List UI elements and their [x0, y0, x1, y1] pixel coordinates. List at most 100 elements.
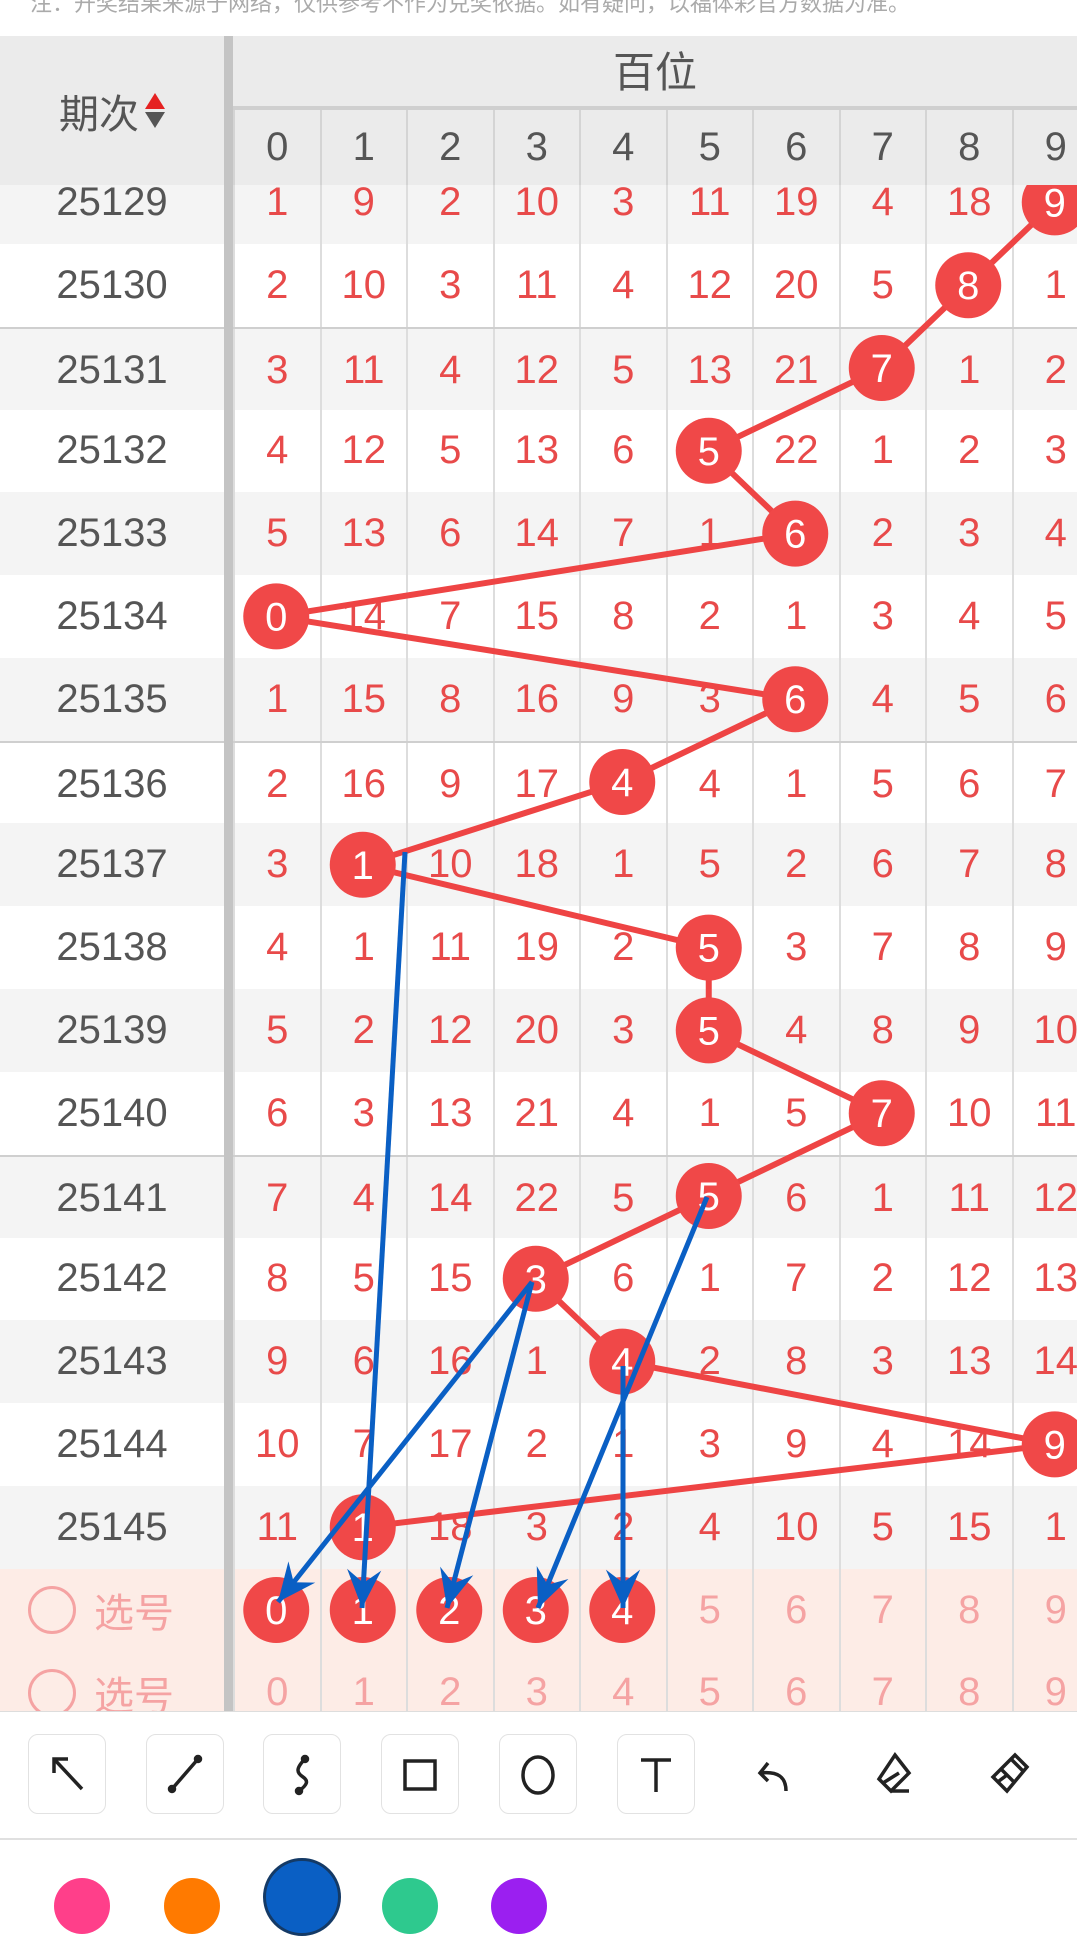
omission-cell: 3: [839, 575, 926, 658]
omission-cell: [579, 1320, 666, 1403]
omission-cell: 7: [839, 906, 926, 989]
period-label: 期次: [59, 82, 139, 140]
omission-cell: 5: [666, 823, 753, 906]
omission-cell: 1: [752, 575, 839, 658]
rectangle-tool[interactable]: [381, 1734, 459, 1814]
omission-cell: 1: [925, 329, 1012, 412]
omission-cell: 9: [406, 743, 493, 826]
undo-button[interactable]: [736, 1734, 814, 1814]
select-digit[interactable]: 7: [839, 1569, 926, 1652]
omission-cell: 11: [1012, 1072, 1077, 1155]
text-icon: [631, 1749, 681, 1799]
radio-icon[interactable]: [28, 1586, 76, 1634]
omission-cell: 7: [579, 492, 666, 575]
color-swatch[interactable]: [263, 1858, 341, 1936]
omission-cell: [666, 1157, 753, 1240]
omission-cell: 13: [406, 1072, 493, 1155]
select-digit[interactable]: 8: [925, 1569, 1012, 1652]
omission-cell: 12: [320, 409, 407, 492]
omission-cell: [320, 823, 407, 906]
curve-tool[interactable]: [263, 1734, 341, 1814]
period-cell: 25142: [0, 1237, 224, 1320]
omission-cell: 6: [406, 492, 493, 575]
omission-cell: 5: [406, 409, 493, 492]
omission-cell: 1: [579, 1403, 666, 1486]
omission-cell: 22: [752, 409, 839, 492]
omission-cell: 7: [925, 823, 1012, 906]
column-divider: [224, 36, 233, 1711]
omission-cell: 12: [493, 329, 580, 412]
select-digit[interactable]: [320, 1569, 407, 1652]
omission-cell: [666, 409, 753, 492]
color-swatch[interactable]: [382, 1878, 438, 1934]
radio-icon[interactable]: [28, 1669, 76, 1717]
arrow-tool[interactable]: [28, 1734, 106, 1814]
period-cell: 25130: [0, 244, 224, 327]
select-digit[interactable]: 6: [752, 1569, 839, 1652]
omission-cell: 1: [752, 743, 839, 826]
omission-cell: 12: [406, 989, 493, 1072]
omission-cell: 2: [579, 906, 666, 989]
clear-button[interactable]: [971, 1734, 1049, 1814]
omission-cell: 4: [1012, 492, 1077, 575]
select-digit[interactable]: [406, 1569, 493, 1652]
omission-cell: [233, 575, 320, 658]
omission-cell: [1012, 1403, 1077, 1486]
period-cell: 25140: [0, 1072, 224, 1155]
omission-cell: 21: [752, 329, 839, 412]
select-option[interactable]: 选号: [28, 1569, 218, 1652]
omission-cell: 9: [925, 989, 1012, 1072]
period-cell: 25143: [0, 1320, 224, 1403]
omission-cell: 20: [752, 244, 839, 327]
omission-cell: 7: [406, 575, 493, 658]
omission-cell: 7: [233, 1157, 320, 1240]
omission-cell: 6: [320, 1320, 407, 1403]
omission-cell: 4: [579, 244, 666, 327]
text-tool[interactable]: [617, 1734, 695, 1814]
omission-cell: 4: [752, 989, 839, 1072]
omission-cell: 12: [1012, 1157, 1077, 1240]
omission-cell: 17: [406, 1403, 493, 1486]
omission-cell: 18: [406, 1486, 493, 1569]
omission-cell: 5: [839, 244, 926, 327]
select-digit[interactable]: [233, 1569, 320, 1652]
omission-cell: 3: [925, 492, 1012, 575]
omission-cell: 8: [233, 1237, 320, 1320]
period-column-header[interactable]: 期次: [0, 36, 224, 185]
omission-cell: [752, 658, 839, 741]
omission-cell: 13: [666, 329, 753, 412]
color-swatch[interactable]: [164, 1878, 220, 1934]
omission-cell: 10: [752, 1486, 839, 1569]
digit-header-0: 0: [233, 110, 320, 185]
omission-cell: 11: [320, 329, 407, 412]
circle-tool[interactable]: [499, 1734, 577, 1814]
omission-cell: 17: [493, 743, 580, 826]
omission-cell: 11: [493, 244, 580, 327]
digit-header-3: 3: [493, 110, 580, 185]
line-icon: [160, 1749, 210, 1799]
omission-cell: [666, 906, 753, 989]
line-tool[interactable]: [146, 1734, 224, 1814]
select-digit[interactable]: 9: [1012, 1569, 1077, 1652]
period-cell: 25131: [0, 329, 224, 412]
period-cell: 25141: [0, 1157, 224, 1240]
sort-icon[interactable]: [145, 93, 165, 128]
select-digit[interactable]: 5: [666, 1569, 753, 1652]
omission-cell: 14: [1012, 1320, 1077, 1403]
omission-cell: 11: [406, 906, 493, 989]
omission-cell: 10: [320, 244, 407, 327]
omission-cell: 3: [233, 823, 320, 906]
omission-cell: 2: [233, 743, 320, 826]
eraser-tool[interactable]: [853, 1734, 931, 1814]
omission-cell: 15: [493, 575, 580, 658]
color-swatch[interactable]: [491, 1878, 547, 1934]
select-digit[interactable]: [579, 1569, 666, 1652]
select-digit[interactable]: [493, 1569, 580, 1652]
omission-cell: 5: [839, 743, 926, 826]
color-swatch[interactable]: [54, 1878, 110, 1934]
